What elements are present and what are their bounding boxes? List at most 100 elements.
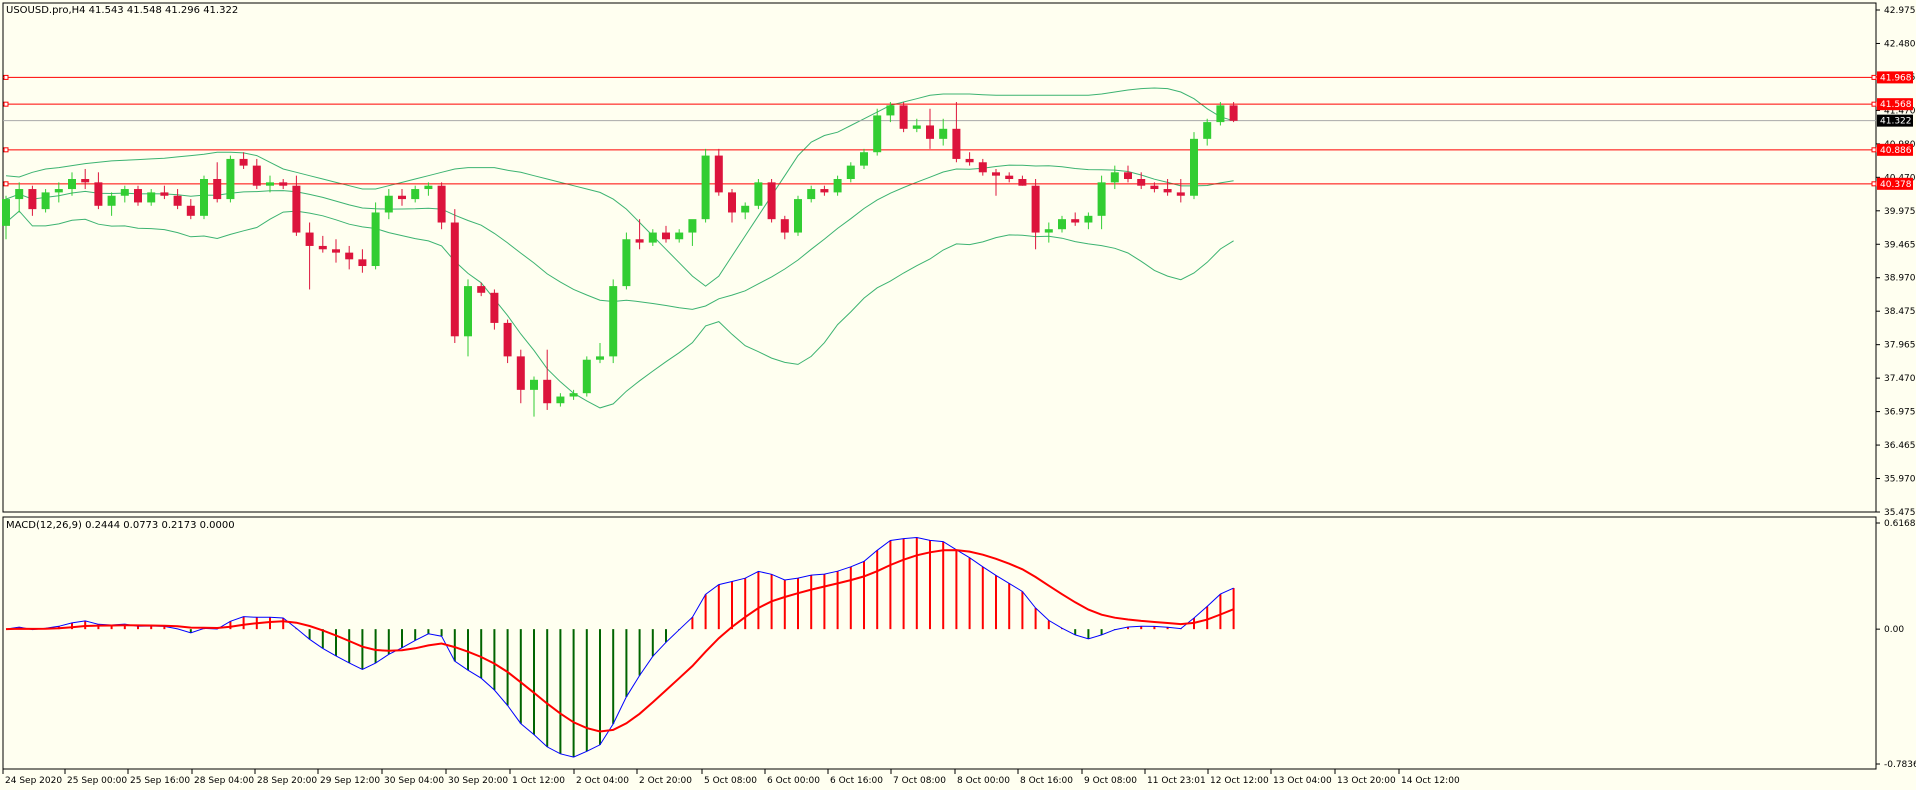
price-tick-label: 39.465: [1884, 240, 1916, 250]
price-panel-frame: [2, 2, 1877, 513]
time-tick-label: 14 Oct 12:00: [1401, 776, 1460, 786]
candle-bear: [239, 158, 248, 166]
candle-bear: [160, 192, 169, 196]
time-tick-label: 7 Oct 08:00: [893, 776, 946, 786]
candle-bear: [965, 158, 974, 163]
candle-bull: [384, 195, 393, 213]
level-price-tag: [1877, 143, 1913, 156]
current-price-tag: [1877, 114, 1913, 127]
time-tick-label: 5 Oct 08:00: [704, 776, 757, 786]
level-handle-right: [1871, 147, 1877, 153]
candle-bear: [279, 182, 288, 186]
candle-bull: [1097, 182, 1106, 216]
candle-bull: [912, 125, 921, 129]
time-tick-label: 8 Oct 00:00: [957, 776, 1010, 786]
candle-bear: [213, 179, 222, 200]
time-axis: 24 Sep 2020 25 Sep 00:00 25 Sep 16:00 28 Se…: [2, 769, 1460, 786]
candle-bear: [1176, 192, 1185, 196]
candle-bear: [450, 222, 459, 337]
candle-bull: [530, 379, 538, 390]
candle-bear: [490, 292, 499, 323]
level-handle-left: [3, 181, 9, 187]
candle-bear: [1124, 172, 1132, 180]
level-handle-right: [1871, 101, 1877, 107]
macd-indicator: [5, 536, 1235, 758]
candle-bear: [292, 185, 301, 233]
candle-bull: [68, 179, 76, 190]
price-tick-label: 37.470: [1884, 374, 1916, 384]
time-tick-label: 12 Oct 12:00: [1210, 776, 1269, 786]
candle-bull: [120, 189, 129, 196]
candle-bull: [648, 232, 657, 243]
candle-bear: [543, 379, 552, 404]
candle-bear: [714, 155, 723, 193]
candle-bear: [477, 286, 486, 293]
candle-bull: [1058, 219, 1066, 230]
candle-bear: [635, 239, 644, 243]
time-tick-label: 11 Oct 23:01: [1147, 776, 1206, 786]
candle-bear: [899, 105, 908, 129]
candle-bull: [754, 182, 763, 206]
candle-bear: [318, 245, 327, 250]
candle-bull: [807, 189, 816, 200]
macd-axis: 0.6168 0.00 -0.7836: [1876, 519, 1916, 770]
candle-bull: [464, 286, 472, 337]
candle-bear: [820, 189, 829, 193]
level-handle-right: [1871, 74, 1877, 80]
candle-bull: [609, 286, 618, 357]
time-tick-label: 9 Oct 08:00: [1084, 776, 1137, 786]
price-tick-label: 37.965: [1884, 341, 1916, 351]
time-tick-label: 28 Sep 20:00: [257, 776, 317, 786]
level-price-tag: [1877, 98, 1913, 111]
symbol-header: USOUSD.pro,H4 41.543 41.548 41.296 41.32…: [6, 5, 238, 16]
candle-bull: [860, 152, 868, 166]
upper-band-line: [5, 87, 1234, 287]
time-tick-label: 2 Oct 04:00: [576, 776, 629, 786]
level-price-label: 41.568: [1880, 100, 1912, 110]
candle-bull: [147, 192, 156, 203]
candle-bear: [305, 232, 314, 246]
price-tick-label: 42.480: [1884, 39, 1916, 49]
candle-bear: [252, 165, 261, 186]
candle-bear: [728, 192, 736, 213]
time-tick-label: 2 Oct 20:00: [639, 776, 692, 786]
level-handle-right: [1871, 181, 1877, 187]
time-tick-label: 6 Oct 16:00: [830, 776, 883, 786]
price-tick-label: 36.465: [1884, 441, 1916, 451]
candle-bull: [1216, 105, 1225, 123]
candle-bear: [345, 252, 354, 260]
candle-bull: [2, 199, 10, 226]
candle-bear: [1071, 219, 1080, 223]
candle-bear: [780, 219, 789, 233]
candle-bull: [424, 185, 433, 190]
time-tick-label: 24 Sep 2020: [5, 776, 62, 786]
level-price-label: 41.968: [1880, 73, 1912, 83]
time-tick-label: 30 Sep 04:00: [384, 776, 444, 786]
time-tick-label: 1 Oct 12:00: [512, 776, 565, 786]
candle-bear: [926, 125, 934, 139]
price-tick-label: 35.970: [1884, 475, 1916, 485]
candle-bull: [622, 239, 631, 287]
horizontal-levels[interactable]: 41.968 41.568 40.886 40.378 41.322: [3, 71, 1913, 190]
candle-bull: [556, 396, 565, 404]
candle-bear: [28, 189, 37, 210]
price-tick-label: 36.975: [1884, 408, 1916, 418]
time-tick-label: 25 Sep 16:00: [130, 776, 190, 786]
candle-bull: [873, 115, 882, 153]
candle-bear: [503, 322, 512, 357]
current-price-label: 41.322: [1880, 117, 1912, 127]
candle-bear: [1163, 189, 1172, 193]
candle-bull: [1084, 215, 1093, 223]
candle-bull: [266, 182, 274, 186]
candlesticks: [2, 102, 1238, 417]
candle-bear: [94, 182, 103, 206]
candle-bull: [1110, 172, 1119, 183]
level-price-label: 40.886: [1880, 146, 1912, 156]
candle-bear: [1137, 179, 1146, 186]
candle-bull: [200, 179, 208, 216]
level-handle-left: [3, 147, 9, 153]
time-tick-label: 29 Sep 12:00: [320, 776, 380, 786]
candle-bull: [582, 359, 591, 394]
